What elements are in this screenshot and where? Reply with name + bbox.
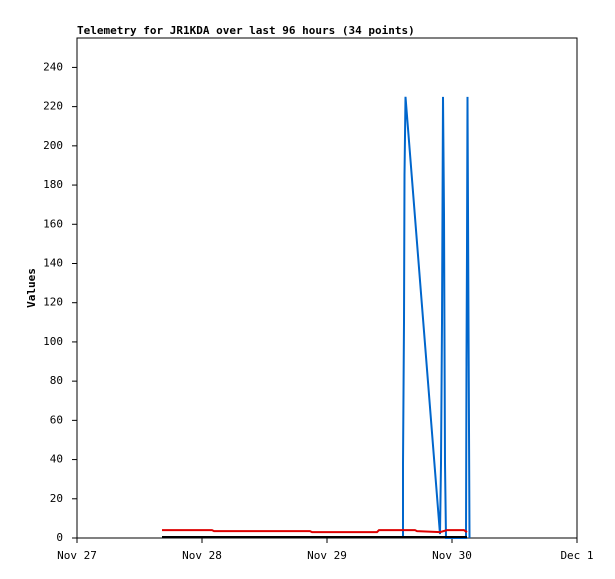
x-tick-label: Nov 29 [307,549,347,562]
y-tick-label: 180 [43,178,63,191]
y-tick-label: 100 [43,335,63,348]
y-tick-label: 200 [43,139,63,152]
y-tick-label: 40 [50,453,63,466]
y-tick-label: 120 [43,296,63,309]
y-tick-label: 20 [50,492,63,505]
y-tick-label: 0 [56,531,63,544]
x-tick-label: Nov 28 [182,549,222,562]
y-tick-label: 60 [50,413,63,426]
y-tick-label: 160 [43,217,63,230]
series-line [402,96,471,539]
x-tick-label: Nov 27 [57,549,97,562]
y-axis-label: Values [25,268,38,308]
y-tick-label: 140 [43,256,63,269]
y-tick-label: 220 [43,100,63,113]
chart-title: Telemetry for JR1KDA over last 96 hours … [77,24,415,37]
y-tick-label: 80 [50,374,63,387]
series-line [162,529,468,534]
x-tick-label: Dec 1 [560,549,593,562]
x-tick-label: Nov 30 [432,549,472,562]
y-tick-label: 240 [43,60,63,73]
